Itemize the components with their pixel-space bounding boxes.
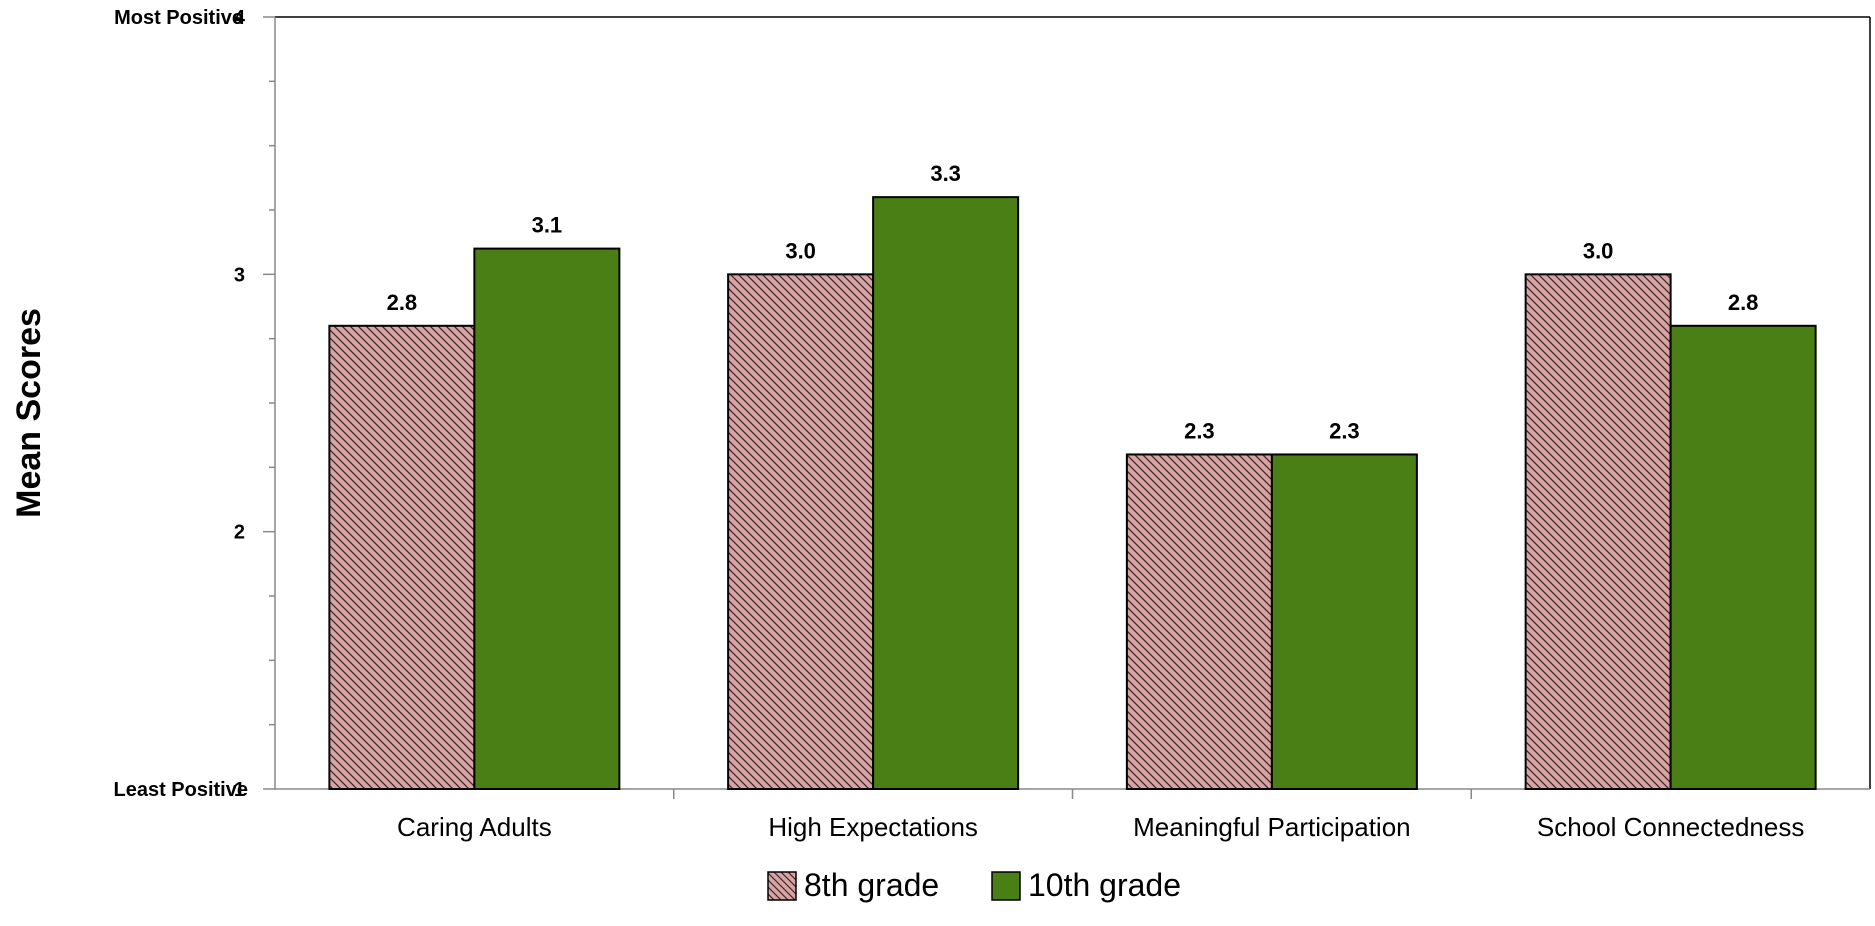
bar bbox=[473, 247, 621, 791]
bar bbox=[1669, 324, 1817, 790]
y-anchor-top-label: Most Positive bbox=[114, 7, 243, 29]
y-tick-label: 4 bbox=[234, 7, 246, 29]
data-label: 3.0 bbox=[785, 238, 816, 263]
data-label: 3.3 bbox=[930, 161, 961, 186]
data-label: 2.3 bbox=[1329, 418, 1360, 443]
x-tick-label: School Connectedness bbox=[1537, 812, 1804, 842]
legend-label: 10th grade bbox=[1028, 867, 1181, 903]
y-axis-title: Mean Scores bbox=[10, 308, 48, 518]
y-tick-label: 1 bbox=[234, 779, 245, 801]
data-label: 3.1 bbox=[532, 213, 563, 238]
data-label: 2.3 bbox=[1184, 418, 1215, 443]
bar bbox=[872, 196, 1020, 790]
bar bbox=[727, 273, 875, 791]
legend: 8th grade 10th grade bbox=[767, 867, 1181, 903]
y-anchor-bottom-label: Least Positive bbox=[113, 779, 248, 801]
bars bbox=[328, 196, 1817, 791]
bar bbox=[1524, 273, 1672, 791]
x-tick-label: Meaningful Participation bbox=[1133, 812, 1411, 842]
legend-label: 8th grade bbox=[804, 867, 939, 903]
bar bbox=[1125, 453, 1273, 790]
legend-swatch bbox=[991, 871, 1021, 901]
x-tick-label: Caring Adults bbox=[397, 812, 552, 842]
data-label: 3.0 bbox=[1583, 238, 1614, 263]
legend-swatch bbox=[767, 871, 797, 901]
y-tick-label: 2 bbox=[234, 522, 245, 544]
bar bbox=[328, 324, 476, 790]
data-labels: 2.8 3.1 3.0 3.3 2.3 2.3 3.0 2.8 bbox=[387, 161, 1759, 443]
y-tick-label: 3 bbox=[234, 264, 245, 286]
data-label: 2.8 bbox=[387, 290, 418, 315]
bar bbox=[1270, 453, 1418, 790]
x-tick-label: High Expectations bbox=[768, 812, 978, 842]
data-label: 2.8 bbox=[1728, 290, 1759, 315]
